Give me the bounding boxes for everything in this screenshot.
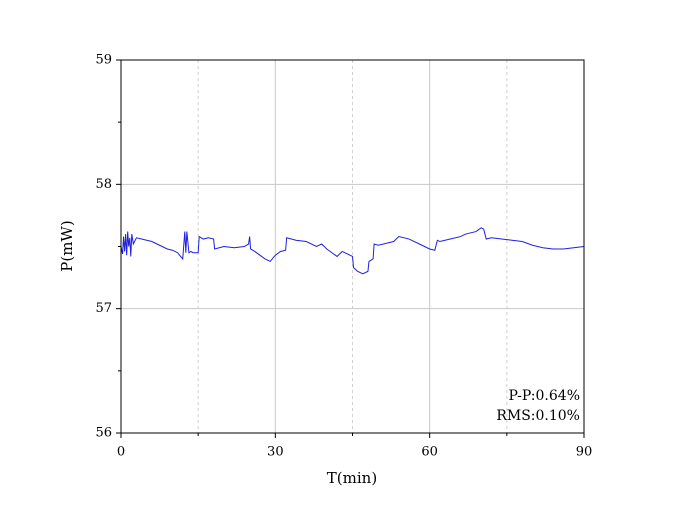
plot-frame — [120, 59, 585, 434]
x-tick-label: 90 — [576, 445, 593, 460]
x-axis-label: T(min) — [327, 469, 377, 487]
y-tick-label: 59 — [95, 53, 112, 68]
y-tick-label: 56 — [95, 426, 112, 441]
annotation: RMS:0.10% — [496, 408, 580, 424]
annotation: P-P:0.64% — [509, 388, 581, 404]
y-tick-label: 58 — [95, 177, 112, 192]
x-tick-label: 60 — [421, 445, 438, 460]
data-line — [120, 227, 585, 275]
x-tick-label: 0 — [117, 445, 125, 460]
y-tick-label: 57 — [95, 301, 112, 316]
x-tick-label: 30 — [267, 445, 284, 460]
y-axis-label: P(mW) — [58, 220, 76, 271]
